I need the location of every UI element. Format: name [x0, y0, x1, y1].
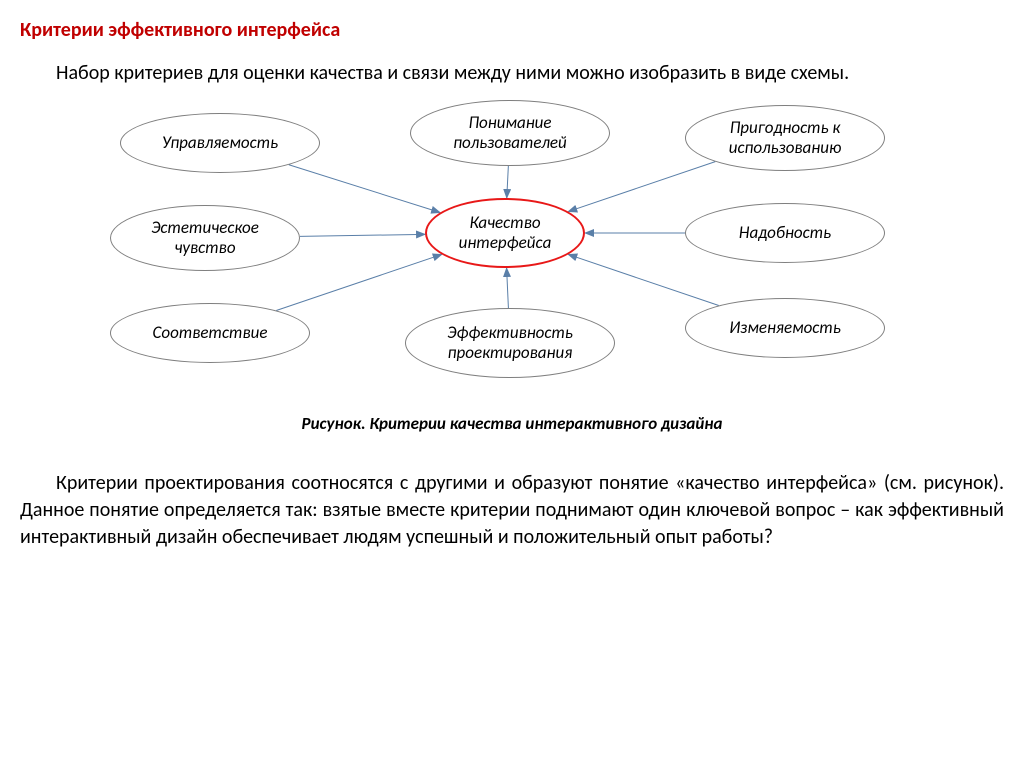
diagram-node: Управляемость [120, 113, 320, 173]
diagram-container: Пониманиепользователей Пригодность киспол… [20, 93, 1004, 403]
diagram-center-node: Качествоинтерфейса [425, 198, 585, 268]
diagram-node: Надобность [685, 203, 885, 263]
diagram-edge [507, 268, 509, 308]
page-title: Критерии эффективного интерфейса [20, 18, 1004, 42]
diagram-edge [300, 234, 425, 236]
intro-paragraph: Набор критериев для оценки качества и св… [20, 60, 1004, 87]
node-label: Качествоинтерфейса [459, 213, 552, 252]
body-paragraph: Критерии проектирования соотносятся с др… [20, 470, 1004, 551]
node-label: Соответствие [152, 323, 267, 343]
diagram-edge [507, 166, 509, 198]
node-label: Пониманиепользователей [453, 113, 567, 152]
node-label: Эффективностьпроектирования [447, 323, 573, 362]
diagram-node: Пониманиепользователей [410, 100, 610, 166]
diagram-edge [289, 165, 440, 213]
node-label: Эстетическоечувство [151, 218, 259, 257]
node-label: Пригодность киспользованию [729, 118, 842, 157]
diagram-node: Изменяемость [685, 298, 885, 358]
diagram-caption: Рисунок. Критерии качества интерактивног… [20, 413, 1004, 434]
diagram-edge [568, 162, 715, 212]
node-label: Изменяемость [729, 318, 841, 338]
node-label: Управляемость [162, 133, 278, 153]
diagram-edge [276, 254, 441, 310]
diagram-node: Пригодность киспользованию [685, 105, 885, 171]
diagram-node: Эффективностьпроектирования [405, 308, 615, 378]
diagram-node: Соответствие [110, 303, 310, 363]
diagram-node: Эстетическоечувство [110, 205, 300, 271]
page-title-text: Критерии эффективного интерфейса [20, 18, 340, 42]
node-label: Надобность [739, 223, 831, 243]
diagram-edge [568, 254, 719, 305]
